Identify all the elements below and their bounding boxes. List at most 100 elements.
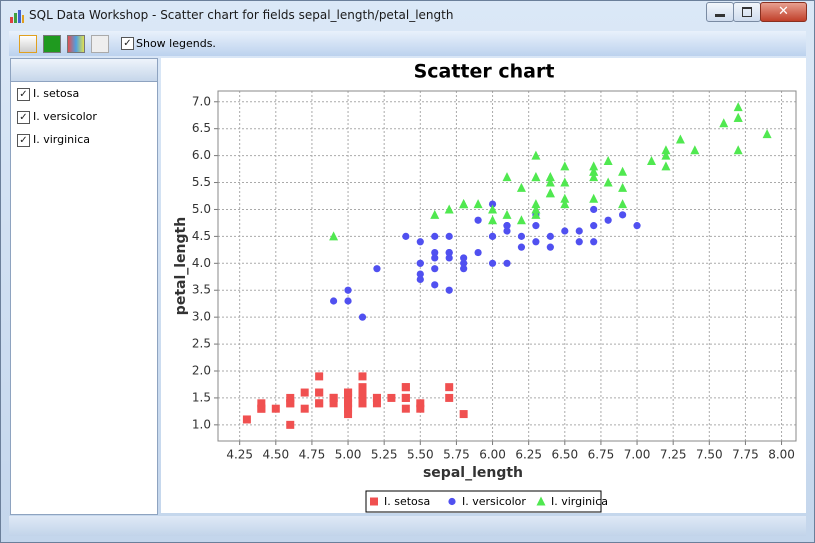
point [416, 404, 425, 413]
point [488, 204, 498, 214]
minimize-button[interactable] [706, 2, 734, 22]
point [661, 150, 671, 160]
point [618, 166, 628, 176]
point [545, 188, 555, 198]
point [402, 232, 410, 240]
point [633, 222, 641, 230]
point [445, 232, 453, 240]
series-item[interactable]: I. virginica [33, 133, 90, 146]
maximize-button[interactable] [733, 2, 761, 22]
point [373, 265, 381, 273]
x-tick-label: 7.50 [696, 448, 723, 462]
window-title: SQL Data Workshop - Scatter chart for fi… [29, 8, 454, 22]
point [431, 265, 439, 273]
legend-marker [448, 497, 456, 506]
legend-label: I. virginica [551, 495, 608, 508]
point [546, 243, 554, 251]
point [401, 393, 410, 402]
point [604, 216, 612, 224]
point [675, 134, 685, 144]
x-tick-label: 4.50 [262, 448, 289, 462]
point [546, 232, 554, 240]
point [474, 248, 482, 257]
point [488, 215, 498, 225]
checkbox[interactable]: ✓ [17, 134, 30, 147]
point [257, 399, 266, 408]
y-tick-label: 5.0 [192, 202, 211, 216]
point [401, 404, 410, 413]
point [488, 232, 497, 240]
checkbox-label[interactable]: Show legends. [136, 37, 216, 50]
legend-marker [536, 496, 546, 506]
point [416, 270, 424, 278]
y-tick-label: 1.0 [192, 417, 211, 431]
y-tick-label: 3.0 [192, 310, 211, 324]
point [431, 232, 439, 240]
point [431, 254, 439, 262]
point [531, 204, 541, 214]
point [589, 161, 599, 171]
point [416, 275, 424, 284]
point [531, 209, 541, 219]
point [488, 200, 497, 208]
point [661, 161, 671, 171]
point [431, 281, 439, 289]
point [590, 222, 598, 230]
point [416, 259, 424, 267]
point [271, 404, 280, 413]
checkbox[interactable]: ✓ [17, 111, 30, 124]
tool-button[interactable] [43, 35, 61, 53]
point [502, 172, 512, 182]
point [618, 199, 628, 209]
x-tick-label: 4.25 [226, 448, 253, 462]
point [257, 404, 266, 413]
point [474, 216, 482, 224]
point [344, 399, 353, 408]
point [315, 388, 324, 397]
point [315, 399, 324, 408]
point [503, 222, 511, 230]
y-tick-label: 5.5 [192, 175, 211, 189]
x-tick-label: 7.00 [624, 448, 651, 462]
point [445, 254, 453, 262]
point [460, 259, 468, 267]
point [545, 172, 555, 182]
panel-header [11, 59, 157, 82]
tool-button[interactable] [19, 35, 37, 53]
point [560, 193, 570, 203]
y-tick-label: 6.0 [192, 148, 211, 162]
point [545, 177, 555, 187]
point [503, 227, 511, 235]
point [733, 112, 743, 122]
point [733, 145, 743, 155]
point [329, 393, 338, 402]
point [531, 150, 541, 160]
point [661, 145, 671, 155]
point [344, 393, 353, 402]
point [344, 404, 353, 413]
point [387, 393, 396, 402]
point [517, 243, 526, 251]
series-item[interactable]: I. versicolor [33, 110, 97, 123]
y-tick-label: 2.0 [192, 364, 211, 378]
point [358, 313, 367, 321]
point [589, 166, 599, 176]
checkbox[interactable]: ✓ [121, 37, 134, 50]
chart-title: Scatter chart [414, 61, 555, 83]
point [459, 410, 468, 419]
point [690, 145, 700, 155]
point [300, 388, 309, 397]
y-tick-label: 3.5 [192, 283, 211, 297]
point [372, 399, 381, 408]
x-tick-label: 5.00 [335, 448, 362, 462]
point [532, 238, 540, 246]
series-item[interactable]: I. setosa [33, 87, 80, 100]
point [344, 388, 353, 397]
point [603, 156, 613, 165]
tool-button[interactable] [91, 35, 109, 53]
checkbox[interactable]: ✓ [17, 88, 30, 101]
point [401, 383, 410, 392]
close-button[interactable]: ✕ [760, 2, 807, 22]
tool-button[interactable] [67, 35, 85, 53]
point [560, 177, 570, 187]
